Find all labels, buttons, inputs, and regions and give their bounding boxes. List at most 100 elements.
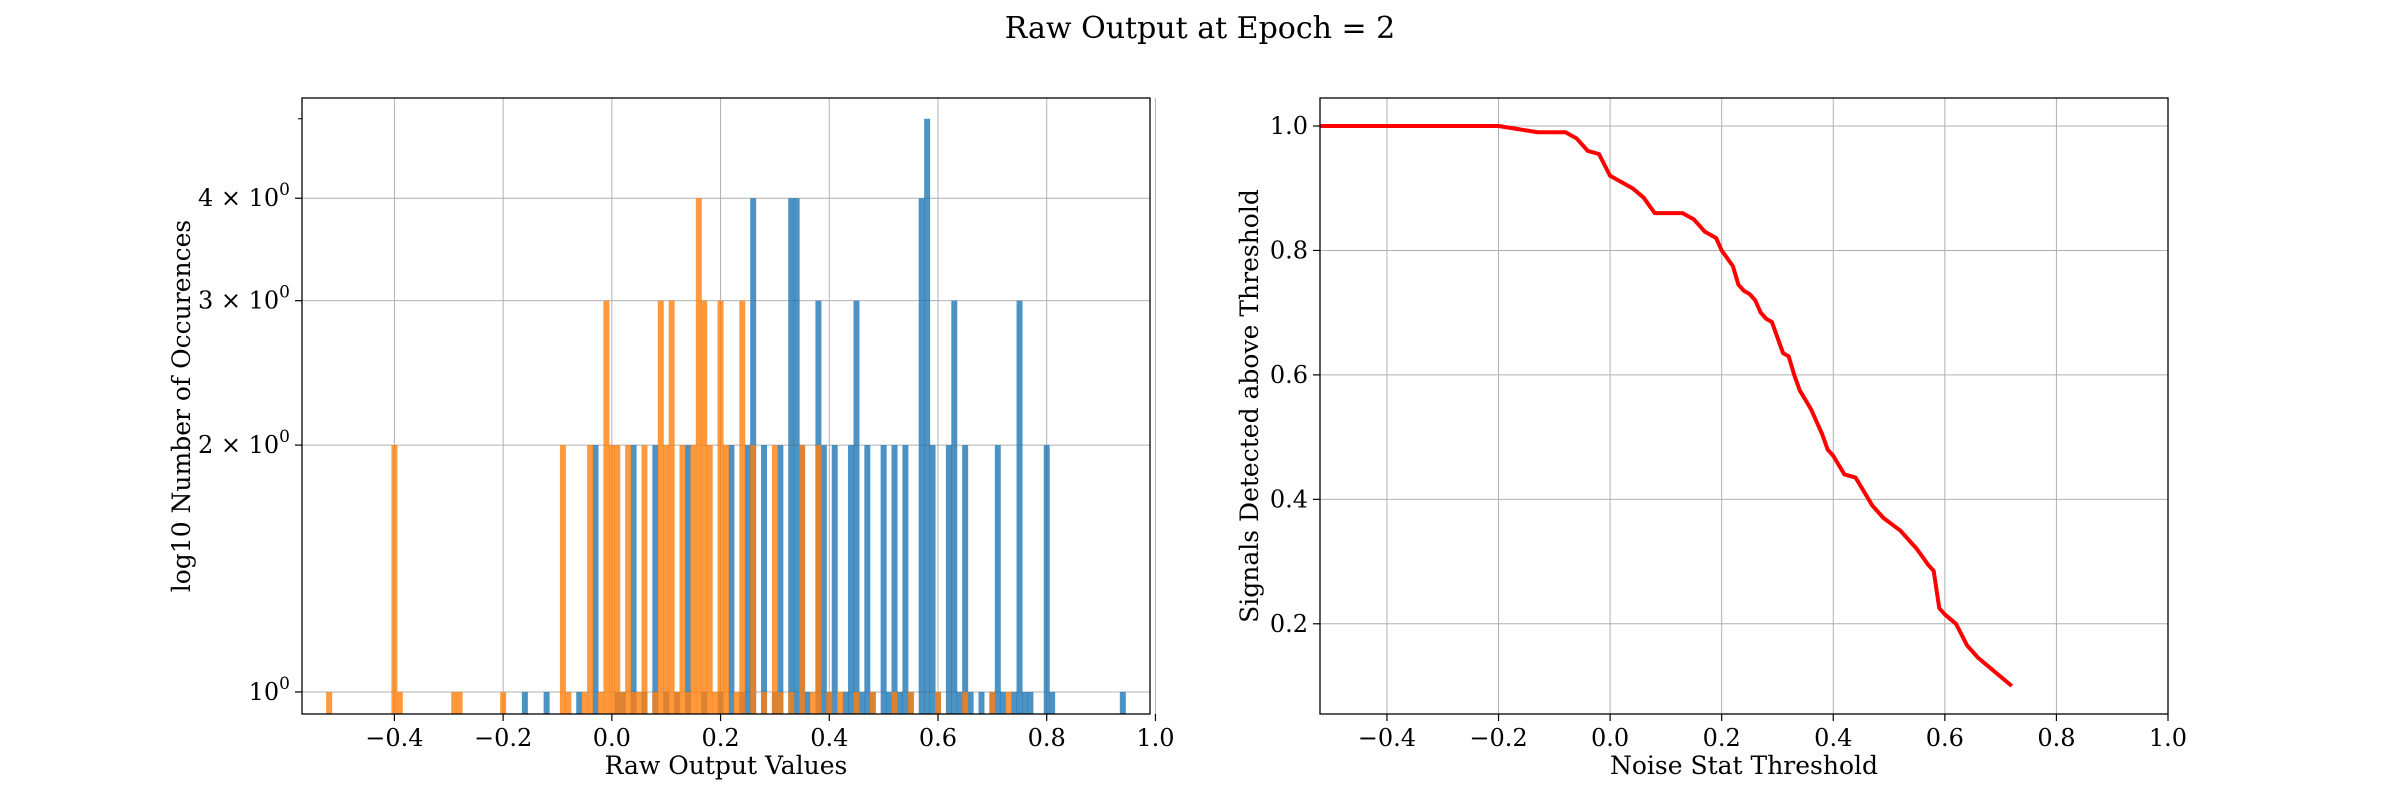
detection-curve-y-tick-label: 0.4 <box>1270 485 1308 513</box>
histogram-bar <box>695 198 702 714</box>
histogram-bar <box>500 691 507 714</box>
histogram-bar <box>989 691 996 714</box>
histogram-bar <box>739 300 746 714</box>
histogram-bar <box>951 300 958 714</box>
histogram-bar <box>668 300 675 714</box>
histogram-bar <box>690 445 697 714</box>
histogram-bar <box>1011 691 1018 714</box>
histogram-bar <box>326 691 333 714</box>
histogram-bar <box>815 445 822 714</box>
figure-suptitle: Raw Output at Epoch = 2 <box>1005 11 1396 46</box>
histogram-bar <box>864 445 871 714</box>
detection-curve-x-tick-label: 0.2 <box>1703 724 1741 752</box>
histogram-x-axis-label: Raw Output Values <box>605 751 848 780</box>
histogram-bar <box>761 691 768 714</box>
histogram-series-orange <box>326 198 1012 714</box>
histogram-bar <box>712 691 719 714</box>
histogram-y-tick-label: 3 × 100 <box>198 283 290 315</box>
histogram-bar <box>597 691 604 714</box>
histogram-bar <box>1000 691 1007 714</box>
histogram-bar <box>1005 691 1012 714</box>
detection-curve-y-axis-label: Signals Detected above Threshold <box>1235 189 1264 623</box>
histogram-bar <box>820 445 827 714</box>
histogram-bar <box>603 300 610 714</box>
histogram-bar <box>869 691 876 714</box>
histogram-bar <box>809 691 816 714</box>
histogram-x-tick-label: −0.2 <box>474 724 532 752</box>
detection-curve-panel: −0.4 −0.2 0.0 0.2 0.4 0.6 0.8 1.0 0.2 0.4 0.6 0.8 1… <box>1235 97 2187 780</box>
histogram-bar <box>924 118 931 714</box>
histogram-bar <box>994 445 1001 714</box>
histogram-bar <box>706 445 713 714</box>
histogram-bar <box>978 691 985 714</box>
histogram-x-tick-label: 0.4 <box>810 724 848 752</box>
detection-curve-x-ticks: −0.4 −0.2 0.0 0.2 0.4 0.6 0.8 1.0 <box>1358 714 2187 752</box>
histogram-bar <box>521 691 528 714</box>
histogram-bar <box>619 691 626 714</box>
histogram-bar <box>886 691 893 714</box>
histogram-y-axis-label: log10 Number of Occurences <box>167 220 196 593</box>
histogram-bar <box>614 445 621 714</box>
detection-curve-y-ticks: 0.2 0.4 0.6 0.8 1.0 <box>1270 112 1320 638</box>
histogram-bar <box>1016 300 1023 714</box>
histogram-panel: −0.4 −0.2 0.0 0.2 0.4 0.6 0.8 1.0 100 2 × 100 3 ×… <box>167 97 1175 780</box>
histogram-bar <box>918 198 925 714</box>
histogram-bar <box>630 691 637 714</box>
histogram-bar <box>880 445 887 714</box>
detection-curve-y-tick-label: 0.6 <box>1270 361 1308 389</box>
histogram-bar <box>581 691 588 714</box>
histogram-bar <box>1049 691 1056 714</box>
histogram-x-tick-label: 1.0 <box>1136 724 1174 752</box>
histogram-bar <box>967 691 974 714</box>
histogram-x-tick-label: 0.2 <box>701 724 739 752</box>
histogram-x-tick-label: 0.0 <box>593 724 631 752</box>
detection-curve-x-tick-label: 0.0 <box>1591 724 1629 752</box>
histogram-bar <box>396 691 403 714</box>
histogram-bar <box>891 691 898 714</box>
histogram-bar <box>750 445 757 714</box>
histogram-x-ticks: −0.4 −0.2 0.0 0.2 0.4 0.6 0.8 1.0 <box>365 714 1175 752</box>
histogram-bar <box>804 691 811 714</box>
histogram-bar <box>1021 691 1028 714</box>
detection-curve-x-tick-label: −0.2 <box>1469 724 1527 752</box>
histogram-bar <box>684 691 691 714</box>
histogram-bar <box>663 445 670 714</box>
histogram-bar <box>771 445 778 714</box>
histogram-bar <box>935 691 941 714</box>
histogram-bar <box>592 445 599 714</box>
detection-curve-y-tick-label: 0.2 <box>1270 610 1308 638</box>
histogram-bar <box>456 691 463 714</box>
histogram-bar <box>391 445 398 714</box>
histogram-y-tick-label: 4 × 100 <box>198 180 290 212</box>
histogram-bar <box>858 691 865 714</box>
histogram-bar <box>956 691 963 714</box>
histogram-x-tick-label: −0.4 <box>365 724 423 752</box>
histogram-bar <box>576 691 583 714</box>
detection-curve-axes-frame <box>1319 97 2169 715</box>
histogram-bar <box>793 198 800 714</box>
histogram-bar <box>587 445 594 714</box>
histogram-series-blue <box>521 118 1126 714</box>
histogram-bar <box>728 445 735 714</box>
histogram-bar <box>962 691 969 714</box>
detection-curve-grid <box>1320 98 2169 714</box>
detection-curve-x-tick-label: 1.0 <box>2149 724 2187 752</box>
histogram-bar <box>744 445 751 714</box>
histogram-bar <box>543 691 550 714</box>
histogram-bar <box>831 445 838 714</box>
detection-curve-x-tick-label: 0.4 <box>1814 724 1852 752</box>
histogram-y-ticks: 100 2 × 100 3 × 100 4 × 100 <box>198 118 302 706</box>
histogram-bar <box>826 691 833 714</box>
histogram-bar <box>907 691 914 714</box>
histogram-bar <box>853 691 860 714</box>
detection-curve-x-tick-label: 0.8 <box>2037 724 2075 752</box>
histogram-y-tick-label: 100 <box>249 674 290 706</box>
histogram-bar <box>891 445 898 714</box>
histogram-bar <box>945 445 952 714</box>
histogram-bar <box>559 445 566 714</box>
histogram-bar <box>788 691 795 714</box>
detection-curve-x-tick-label: −0.4 <box>1358 724 1416 752</box>
histogram-bar <box>799 445 806 714</box>
detection-curve-x-axis-label: Noise Stat Threshold <box>1610 751 1878 780</box>
